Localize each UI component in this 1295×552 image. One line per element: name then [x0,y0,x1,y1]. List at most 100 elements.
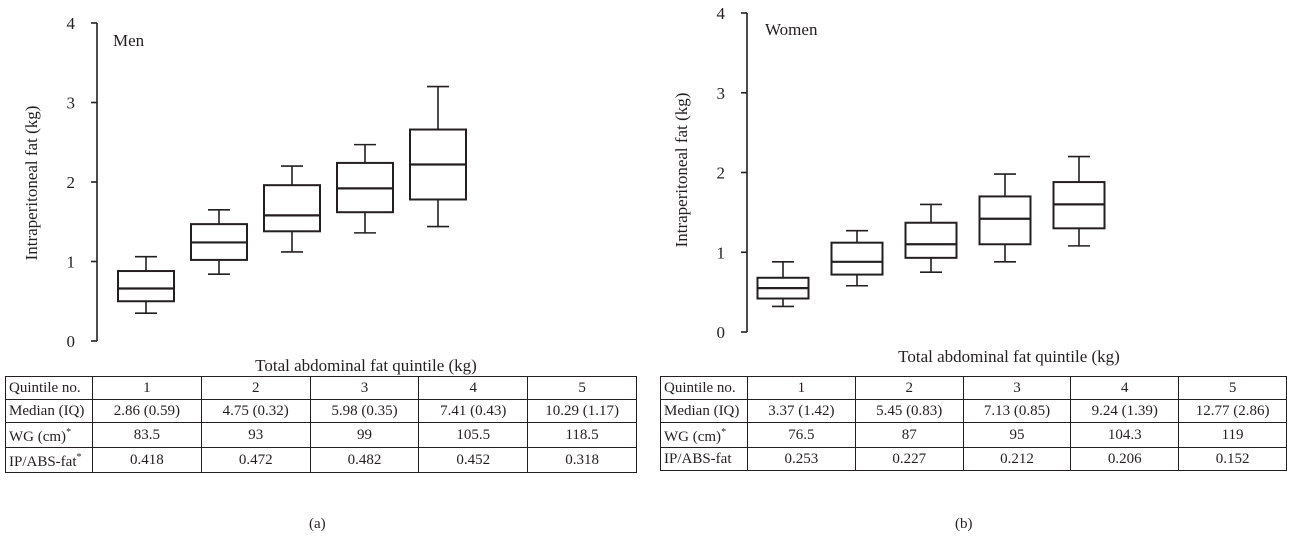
y-tick-label: 0 [67,332,76,351]
table-row: Median (IQ) 3.37 (1.42) 5.45 (0.83) 7.13 (0… [660,399,1287,423]
row-header: Median (IQ) [660,399,748,423]
y-tick-label: 4 [67,14,76,33]
table-cell: 10.29 (1.17) [527,399,637,423]
table-cell: 0.452 [418,447,529,473]
row-header: WG (cm)* [5,422,93,448]
table-cell: 4.75 (0.32) [200,399,311,423]
table-cell: 4 [418,376,529,400]
table-cell: 87 [854,422,964,448]
table-cell: 5.45 (0.83) [854,399,964,423]
box-quintile-2 [830,229,884,287]
y-tick-label: 3 [717,84,726,103]
table-cell: 83.5 [92,422,202,448]
iqr-box [263,184,321,233]
row-header: Quintile no. [5,376,93,400]
table-cell: 2 [200,376,311,400]
table-cell: 0.418 [92,447,202,473]
table-cell: 95 [962,422,1072,448]
y-axis-label: Intraperitoneal fat (kg) [672,93,691,248]
table-cell: 0.206 [1070,447,1180,471]
quintile-table-men: Quintile no. 1 2 3 4 5 Median (IQ) 2.86 (0.59) 4… [5,376,637,473]
row-header: Quintile no. [660,376,748,400]
row-header: WG (cm)* [660,422,748,448]
table-row: IP/ABS-fat* 0.418 0.472 0.482 0.452 0.318 [5,447,637,473]
y-tick-label: 1 [67,253,76,272]
box-quintile-5 [409,85,467,228]
table-cell: 7.13 (0.85) [962,399,1072,423]
y-tick-label: 0 [717,323,726,342]
chart-title: Men [113,31,145,50]
iqr-box [117,270,175,303]
x-axis-label: Total abdominal fat quintile (kg) [255,356,477,375]
table-row: WG (cm)* 83.5 93 99 105.5 118.5 [5,422,637,448]
table-cell: 118.5 [527,422,637,448]
box-plot-women: 0 1 2 3 4 Women Intraperitoneal fat (kg) Tot… [672,4,1120,366]
table-row: Quintile no. 1 2 3 4 5 [660,376,1287,400]
y-tick-label: 2 [717,164,726,183]
table-cell: 0.482 [309,447,420,473]
box-plot-men: 0 1 2 3 4 Men Intraperitoneal fat (kg) Total… [22,14,477,375]
table-row: WG (cm)* 76.5 87 95 104.3 119 [660,422,1287,448]
table-cell: 12.77 (2.86) [1178,399,1287,423]
table-cell: 9.24 (1.39) [1070,399,1180,423]
row-header: IP/ABS-fat* [5,447,93,473]
table-cell: 104.3 [1070,422,1180,448]
table-row: IP/ABS-fat 0.253 0.227 0.212 0.206 0.152 [660,447,1287,471]
table-cell: 99 [309,422,420,448]
table-cell: 105.5 [418,422,529,448]
panel-label-b: (b) [955,516,973,532]
table-cell: 76.5 [747,422,856,448]
table-cell: 3.37 (1.42) [747,399,856,423]
table-cell: 7.41 (0.43) [418,399,529,423]
table-cell: 0.227 [854,447,964,471]
y-tick-label: 4 [717,4,726,23]
iqr-box [978,195,1032,246]
box-quintile-3 [263,165,321,253]
table-cell: 0.472 [200,447,311,473]
y-axis: 0 1 2 3 4 [67,14,98,351]
y-tick-label: 3 [67,94,76,113]
table-cell: 3 [962,376,1072,400]
chart-title: Women [765,20,818,39]
boxes [756,155,1106,308]
table-cell: 0.152 [1178,447,1287,471]
table-cell: 4 [1070,376,1180,400]
footnote-marker: * [721,427,727,438]
table-row: Quintile no. 1 2 3 4 5 [5,376,637,400]
boxes [117,85,467,314]
box-quintile-4 [336,143,394,234]
table-cell: 0.212 [962,447,1072,471]
y-axis-label: Intraperitoneal fat (kg) [22,106,41,261]
x-axis-label: Total abdominal fat quintile (kg) [898,347,1120,366]
box-quintile-4 [978,173,1032,263]
box-quintile-3 [904,203,958,273]
table-cell: 5.98 (0.35) [309,399,420,423]
quintile-table-women: Quintile no. 1 2 3 4 5 Median (IQ) 3.37 (1.42) 5… [660,376,1287,471]
table-cell: 5 [1178,376,1287,400]
iqr-box [830,241,884,276]
box-quintile-1 [117,255,175,314]
table-cell: 0.318 [527,447,637,473]
panel-label-a: (a) [309,516,326,532]
row-header: IP/ABS-fat [660,447,748,471]
table-cell: 1 [747,376,856,400]
box-quintile-5 [1052,155,1106,247]
box-quintile-1 [756,261,810,308]
table-cell: 119 [1178,422,1287,448]
table-row: Median (IQ) 2.86 (0.59) 4.75 (0.32) 5.98 (0… [5,399,637,423]
table-cell: 3 [309,376,420,400]
y-tick-label: 2 [67,173,76,192]
box-quintile-2 [190,209,248,276]
row-header: Median (IQ) [5,399,93,423]
table-cell: 93 [200,422,311,448]
y-axis: 0 1 2 3 4 [717,4,748,342]
table-cell: 2.86 (0.59) [92,399,202,423]
table-cell: 0.253 [747,447,856,471]
table-cell: 2 [854,376,964,400]
y-tick-label: 1 [717,243,726,262]
table-cell: 1 [92,376,202,400]
iqr-box [904,221,958,259]
footnote-marker: * [76,452,82,463]
footnote-marker: * [66,427,72,438]
table-cell: 5 [527,376,637,400]
